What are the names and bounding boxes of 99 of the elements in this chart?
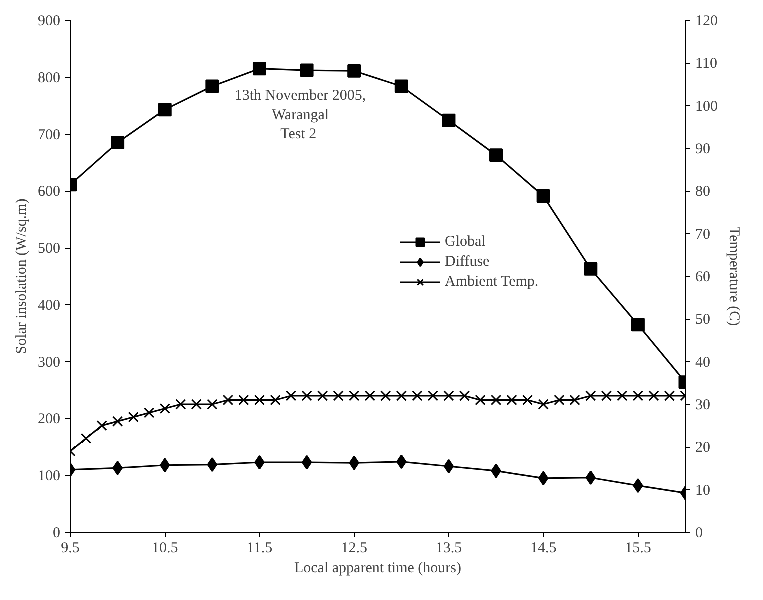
point [302, 390, 312, 402]
x-tick-label: 11.5 [246, 540, 273, 556]
point [300, 64, 314, 78]
x-tick-label: 9.5 [61, 540, 80, 556]
point [160, 458, 170, 473]
y2-tick-label: 70 [696, 226, 710, 243]
point [632, 390, 644, 402]
point [554, 394, 565, 406]
point [348, 64, 362, 78]
point [80, 433, 92, 444]
point [349, 390, 360, 402]
y2-tick-label: 90 [696, 142, 710, 158]
point [128, 412, 139, 423]
point [396, 454, 407, 470]
point [112, 460, 123, 476]
point [428, 390, 439, 402]
point [664, 390, 676, 402]
point [394, 80, 408, 94]
y2-tick-label: 40 [696, 354, 710, 371]
point [412, 390, 423, 402]
y2-tick-label: 50 [696, 312, 710, 328]
point [111, 136, 125, 150]
point [586, 390, 596, 402]
point [317, 390, 328, 402]
point [522, 394, 534, 406]
point [254, 455, 265, 470]
point [631, 318, 645, 332]
point [617, 390, 628, 402]
y-tick-label: 300 [38, 354, 60, 371]
y-tick-label: 200 [38, 412, 60, 428]
point [206, 80, 220, 94]
y-tick-label: 800 [38, 70, 60, 86]
point [238, 394, 250, 406]
point [444, 459, 454, 474]
point [222, 394, 234, 406]
legend-label: Ambient Temp. [445, 274, 539, 290]
y-tick-label: 900 [38, 14, 60, 30]
point [252, 62, 266, 76]
y-tick-label: 600 [38, 184, 60, 200]
y2-tick-label: 20 [696, 440, 710, 456]
x-tick-label: 10.5 [152, 540, 178, 556]
y2-tick-label: 100 [696, 98, 718, 115]
y2-tick-label: 30 [696, 398, 710, 414]
point [144, 408, 155, 418]
y-axis-title: Solar insolation (W/sq.m) [14, 198, 30, 354]
point [207, 399, 218, 410]
legend-label: Global [445, 234, 486, 250]
point [158, 103, 172, 117]
point [444, 390, 454, 402]
point [380, 390, 392, 402]
x-tick-label: 13.5 [436, 540, 462, 556]
point [459, 390, 470, 402]
point [112, 416, 124, 427]
y-tick-label: 500 [38, 241, 60, 258]
point [160, 403, 170, 414]
x-axis-title: Local apparent time (hours) [294, 560, 462, 576]
point [96, 420, 108, 432]
point [442, 114, 456, 128]
point [191, 399, 202, 410]
point [538, 399, 549, 410]
point [506, 394, 518, 406]
point [286, 390, 297, 402]
y-tick-label: 0 [53, 526, 60, 542]
annotation: 13th November 2005, Warangal Test 2 [234, 88, 366, 142]
point [570, 394, 580, 406]
point [270, 394, 281, 406]
point [538, 471, 549, 486]
y2-tick-label: 10 [696, 482, 710, 499]
y2-axis-title: Temperature (C) [726, 226, 742, 326]
y-tick-label: 100 [38, 468, 60, 485]
x-tick-label: 12.5 [341, 540, 368, 556]
point [302, 455, 312, 470]
y-tick-label: 700 [38, 127, 60, 144]
x-tick-label: 14.5 [530, 540, 557, 556]
point [349, 456, 360, 470]
point [491, 464, 502, 478]
y2-tick-label: 110 [696, 56, 718, 72]
point [207, 458, 218, 472]
point [254, 394, 266, 406]
y2-tick-label: 60 [696, 270, 710, 286]
point [633, 478, 644, 494]
x-tick-label: 15.5 [625, 540, 652, 556]
point [584, 262, 598, 276]
point [333, 390, 344, 402]
point [648, 390, 660, 402]
legend-label: Diffuse [445, 254, 490, 270]
y2-tick-label: 80 [696, 184, 710, 200]
point [490, 148, 504, 162]
point [536, 190, 550, 204]
point [490, 394, 502, 406]
y2-tick-label: 0 [696, 526, 703, 542]
y-tick-label: 400 [38, 298, 60, 314]
point [364, 390, 376, 402]
point [586, 470, 596, 486]
point [475, 394, 486, 406]
point [176, 399, 186, 410]
y2-tick-label: 120 [696, 14, 718, 30]
point [601, 390, 612, 402]
point [396, 390, 407, 402]
